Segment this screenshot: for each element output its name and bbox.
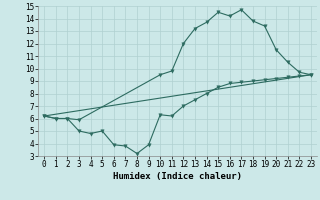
X-axis label: Humidex (Indice chaleur): Humidex (Indice chaleur) xyxy=(113,172,242,181)
